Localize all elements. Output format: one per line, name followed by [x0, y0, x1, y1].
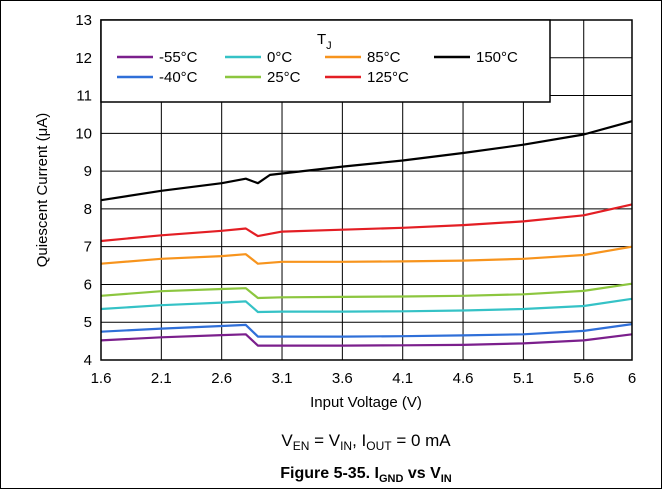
legend-title: TJ: [317, 31, 332, 52]
series-line-2: [100, 297, 633, 314]
y-tick-label: 10: [75, 125, 92, 142]
x-tick-label: 2.6: [211, 370, 232, 387]
x-tick-label: 5.6: [573, 370, 594, 387]
series-line-6: [100, 120, 633, 202]
legend-label: 85°C: [367, 49, 401, 66]
legend-label: 150°C: [476, 49, 518, 66]
y-axis-title: Quiescent Current (μA): [34, 113, 51, 268]
y-tick-label: 6: [84, 276, 92, 293]
x-tick-label: 5.1: [513, 370, 534, 387]
x-tick-label: 6: [628, 370, 636, 387]
y-tick-label: 11: [76, 88, 92, 105]
legend-label: 25°C: [267, 69, 301, 86]
x-tick-label: 3.6: [332, 370, 353, 387]
y-tick-label: 8: [84, 201, 92, 218]
figure-caption: Figure 5-35. IGND vs VIN: [280, 465, 452, 485]
x-tick-label: 4.1: [392, 370, 413, 387]
series-line-4: [100, 245, 633, 265]
legend-label: -40°C: [159, 69, 198, 86]
x-tick-label: 4.6: [453, 370, 474, 387]
y-tick-label: 12: [75, 50, 92, 67]
y-tick-label: 9: [84, 163, 92, 180]
x-tick-label: 1.6: [91, 370, 112, 387]
y-tick-label: 13: [75, 12, 92, 29]
x-tick-labels: 1.6 2.1 2.6 3.1 3.6 4.1 4.6 5.1 5.6 6: [91, 370, 637, 387]
legend-label: -55°C: [159, 49, 198, 66]
test-condition: VEN = VIN, IOUT = 0 mA: [281, 431, 451, 453]
y-tick-label: 7: [84, 239, 92, 256]
series-line-0: [100, 333, 633, 347]
series-line-1: [100, 323, 633, 338]
x-axis-title: Input Voltage (V): [310, 394, 422, 411]
series-lines: [100, 120, 633, 347]
series-line-5: [100, 203, 633, 243]
legend-items: -55°C -40°C 0°C 25°C 85°C 125°C 150°C: [117, 49, 518, 86]
x-tick-label: 3.1: [272, 370, 293, 387]
legend-label: 0°C: [267, 49, 292, 66]
y-tick-label: 5: [84, 314, 92, 331]
y-tick-label: 4: [84, 352, 92, 369]
x-tick-label: 2.1: [151, 370, 172, 387]
series-line-3: [100, 282, 633, 300]
legend-box: [100, 19, 551, 103]
legend: TJ -55°C -40°C 0°C 25°C 85°C 125°C 150°C: [100, 19, 551, 103]
legend-label: 125°C: [367, 69, 409, 86]
y-tick-labels: 4 5 6 7 8 9 10 11 12 13: [75, 12, 92, 369]
